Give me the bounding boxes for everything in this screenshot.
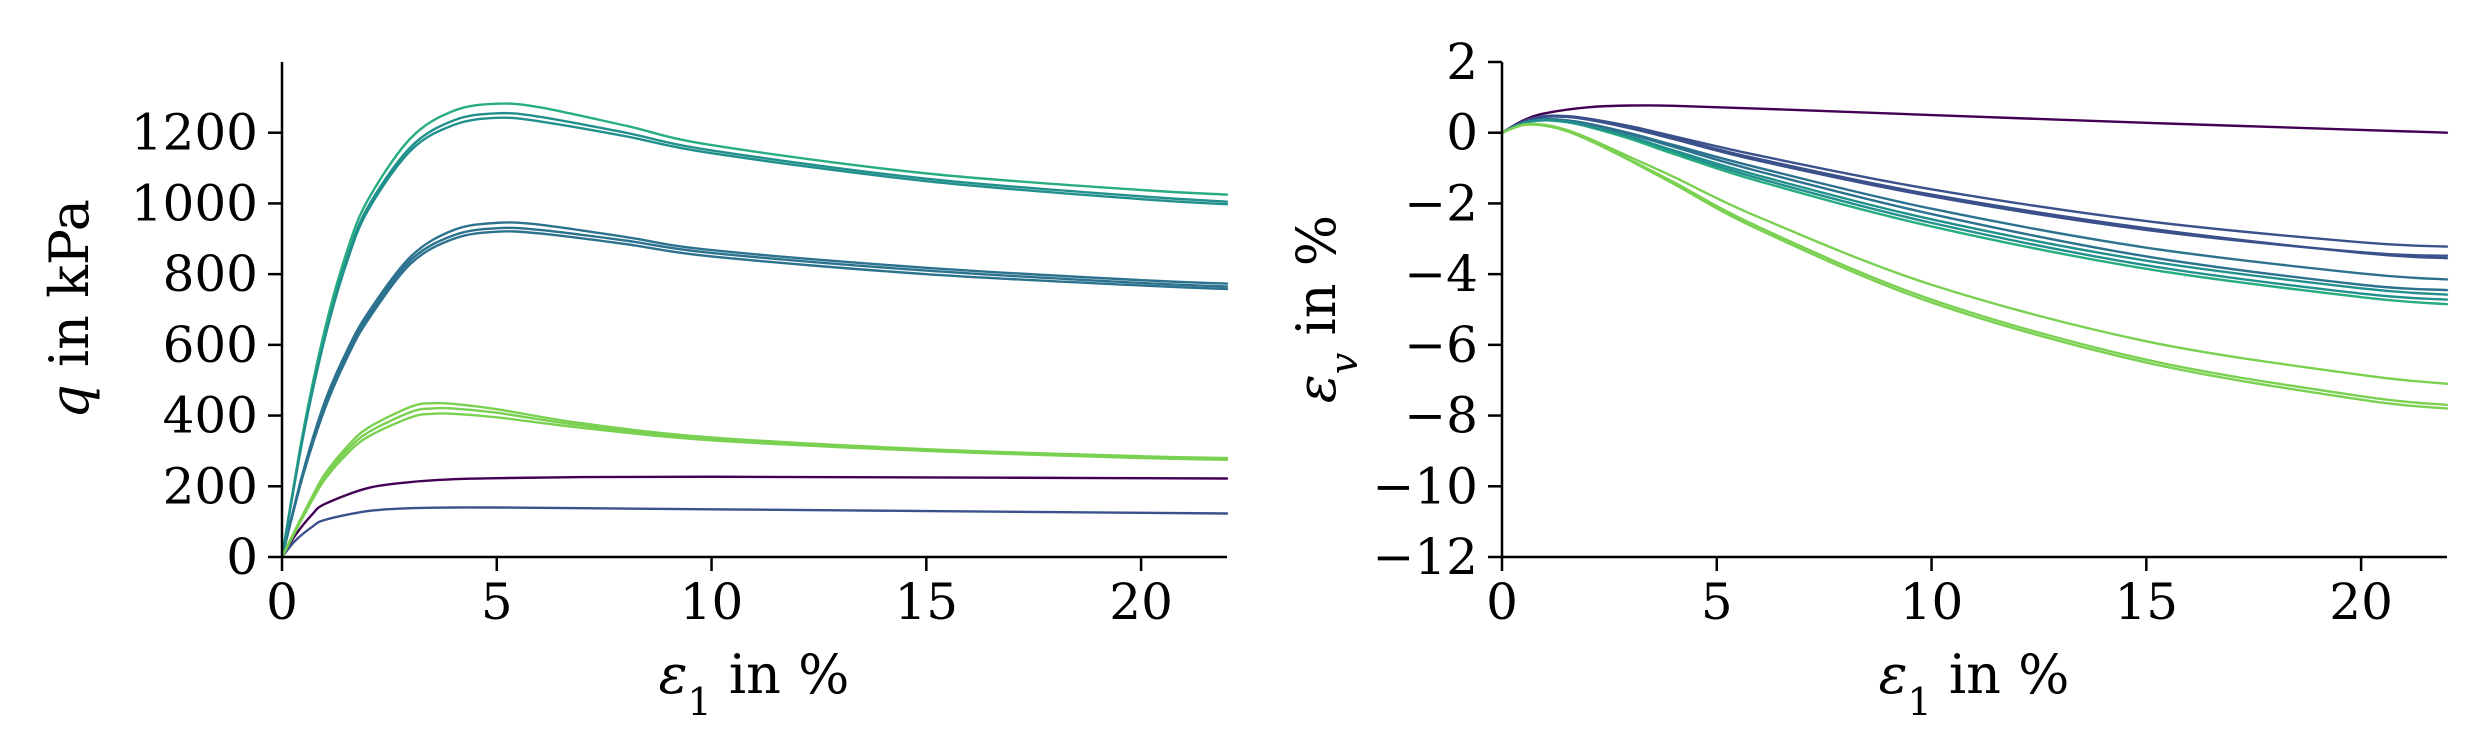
right-chart-series-line-12 xyxy=(1500,122,2449,385)
right-chart-y-ticks: 2 0 −2 −4 −6 −8 −10 −12 xyxy=(1372,33,1502,586)
left-chart-x-tick-label: 5 xyxy=(481,573,513,631)
right-chart-y-tick-label: 2 xyxy=(1446,33,1478,91)
left-chart-x-tick-label: 15 xyxy=(895,573,959,631)
left-chart-series-line-4 xyxy=(280,230,1229,559)
left-chart-x-tick-label: 0 xyxy=(266,573,298,631)
right-chart-x-ticks: 0 5 10 15 20 xyxy=(1486,557,2393,631)
right-chart-y-tick-label: −6 xyxy=(1404,316,1478,374)
left-chart-y-ticks: 0 200 400 600 800 1000 1200 xyxy=(131,104,282,586)
right-chart-x-axis-label: ε1 in % xyxy=(1879,643,2070,724)
left-chart-curves xyxy=(280,102,1229,559)
left-chart-series-line-2 xyxy=(280,506,1229,559)
left-chart-series-line-10 xyxy=(280,406,1229,559)
right-chart-x-tick-label: 20 xyxy=(2329,573,2393,631)
left-chart-y-tick-label: 0 xyxy=(226,528,258,586)
right-chart-x-tick-label: 5 xyxy=(1701,573,1733,631)
right-chart-series-line-11 xyxy=(1500,123,2449,407)
right-chart-series-line-7 xyxy=(1500,119,2449,301)
left-chart-series-line-11 xyxy=(280,401,1229,559)
right-chart-curves xyxy=(1500,104,2449,410)
right-chart-x-tick-label: 15 xyxy=(2115,573,2179,631)
left-chart-x-tick-label: 10 xyxy=(680,573,744,631)
right-chart-y-axis-label: εv in % xyxy=(1285,215,1366,403)
left-chart-series-line-9 xyxy=(280,412,1229,559)
left-chart-series-line-8 xyxy=(280,116,1229,559)
right-chart-y-tick-label: −2 xyxy=(1404,174,1478,232)
left-chart-x-axis-label: ε1 in % xyxy=(659,643,850,724)
right-chart-series-line-9 xyxy=(1500,118,2449,296)
left-chart-y-tick-label: 400 xyxy=(163,387,258,445)
left-chart-y-tick-label: 1000 xyxy=(131,174,258,232)
left-chart-series-line-3 xyxy=(280,226,1229,559)
right-chart-y-tick-label: −12 xyxy=(1372,528,1478,586)
right-chart-y-tick-label: −8 xyxy=(1404,387,1478,445)
left-chart-y-tick-label: 600 xyxy=(163,316,258,374)
right-chart-series-line-1 xyxy=(1500,104,2449,134)
left-chart-y-tick-label: 200 xyxy=(163,457,258,515)
right-chart-series-line-4 xyxy=(1500,114,2449,248)
left-chart-y-tick-label: 1200 xyxy=(131,104,258,162)
right-chart-x-tick-label: 0 xyxy=(1486,573,1518,631)
right-chart-x-tick-label: 10 xyxy=(1900,573,1964,631)
left-chart-series-line-6 xyxy=(280,111,1229,559)
left-chart-series-line-7 xyxy=(280,102,1229,559)
right-chart-y-tick-label: 0 xyxy=(1446,104,1478,162)
left-chart-x-tick-label: 20 xyxy=(1109,573,1173,631)
left-chart-y-axis-label: q in kPa xyxy=(38,199,101,419)
right-chart-y-tick-label: −10 xyxy=(1372,457,1478,515)
left-chart-y-tick-label: 800 xyxy=(163,245,258,303)
right-chart-y-tick-label: −4 xyxy=(1404,245,1478,303)
right-chart-series-line-8 xyxy=(1500,119,2449,306)
left-chart-x-ticks: 0 5 10 15 20 xyxy=(266,557,1173,631)
left-chart-series-line-1 xyxy=(280,475,1229,559)
left-chart-series-line-5 xyxy=(280,221,1229,559)
right-chart-panel: 20−2−4−6−8−10−12 0 5 10 15 20 εv in % ε1 in … xyxy=(1285,33,2449,724)
